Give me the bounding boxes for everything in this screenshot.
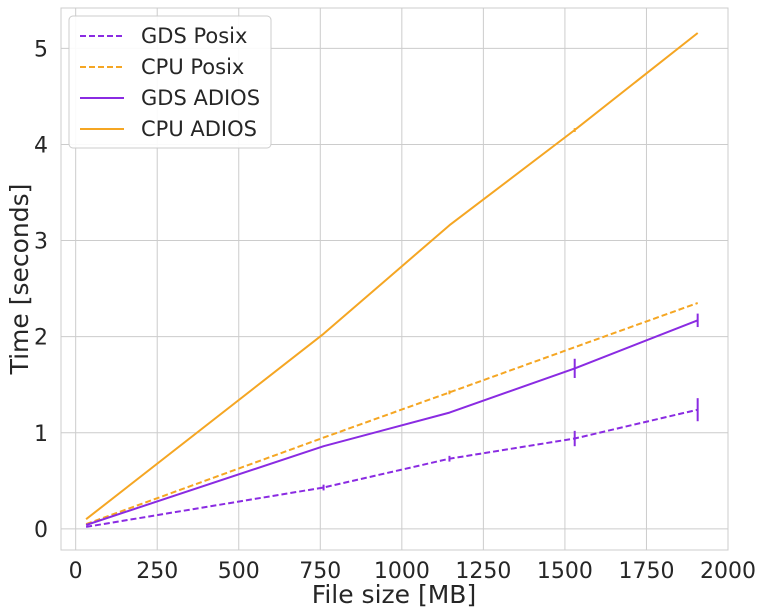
y-tick-label: 2 xyxy=(34,326,48,351)
x-axis-label: File size [MB] xyxy=(312,580,476,609)
series-line-gds-adios xyxy=(85,319,699,526)
y-tick-label: 4 xyxy=(34,133,48,158)
x-tick-label: 1000 xyxy=(374,559,430,584)
legend-label-cpu-adios: CPU ADIOS xyxy=(141,117,257,141)
legend-label-gds-posix: GDS Posix xyxy=(141,24,247,48)
x-tick-label: 0 xyxy=(69,559,83,584)
legend-label-gds-adios: GDS ADIOS xyxy=(141,86,260,110)
x-tick-label: 2000 xyxy=(700,559,756,584)
legend-box xyxy=(68,15,272,149)
x-tick-labels: 0 250 500 750 1000 1250 1500 1750 2000 xyxy=(69,559,756,584)
x-tick-label: 1500 xyxy=(537,559,593,584)
error-bars xyxy=(322,128,699,491)
x-tick-label: 500 xyxy=(218,559,260,584)
series-line-cpu-posix xyxy=(85,302,699,526)
y-tick-labels: 0 1 2 3 4 5 xyxy=(34,37,48,542)
x-tick-label: 750 xyxy=(299,559,341,584)
series-line-cpu-adios xyxy=(85,32,699,520)
legend-label-cpu-posix: CPU Posix xyxy=(141,55,244,79)
y-tick-label: 1 xyxy=(34,422,48,447)
y-tick-label: 0 xyxy=(34,518,48,543)
y-axis-label: Time [seconds] xyxy=(5,184,34,376)
x-tick-label: 250 xyxy=(136,559,178,584)
y-tick-label: 5 xyxy=(34,37,48,62)
x-tick-label: 1750 xyxy=(618,559,674,584)
y-tick-label: 3 xyxy=(34,230,48,255)
x-tick-label: 1250 xyxy=(455,559,511,584)
legend: GDS Posix CPU Posix GDS ADIOS CPU ADIOS xyxy=(68,15,272,149)
